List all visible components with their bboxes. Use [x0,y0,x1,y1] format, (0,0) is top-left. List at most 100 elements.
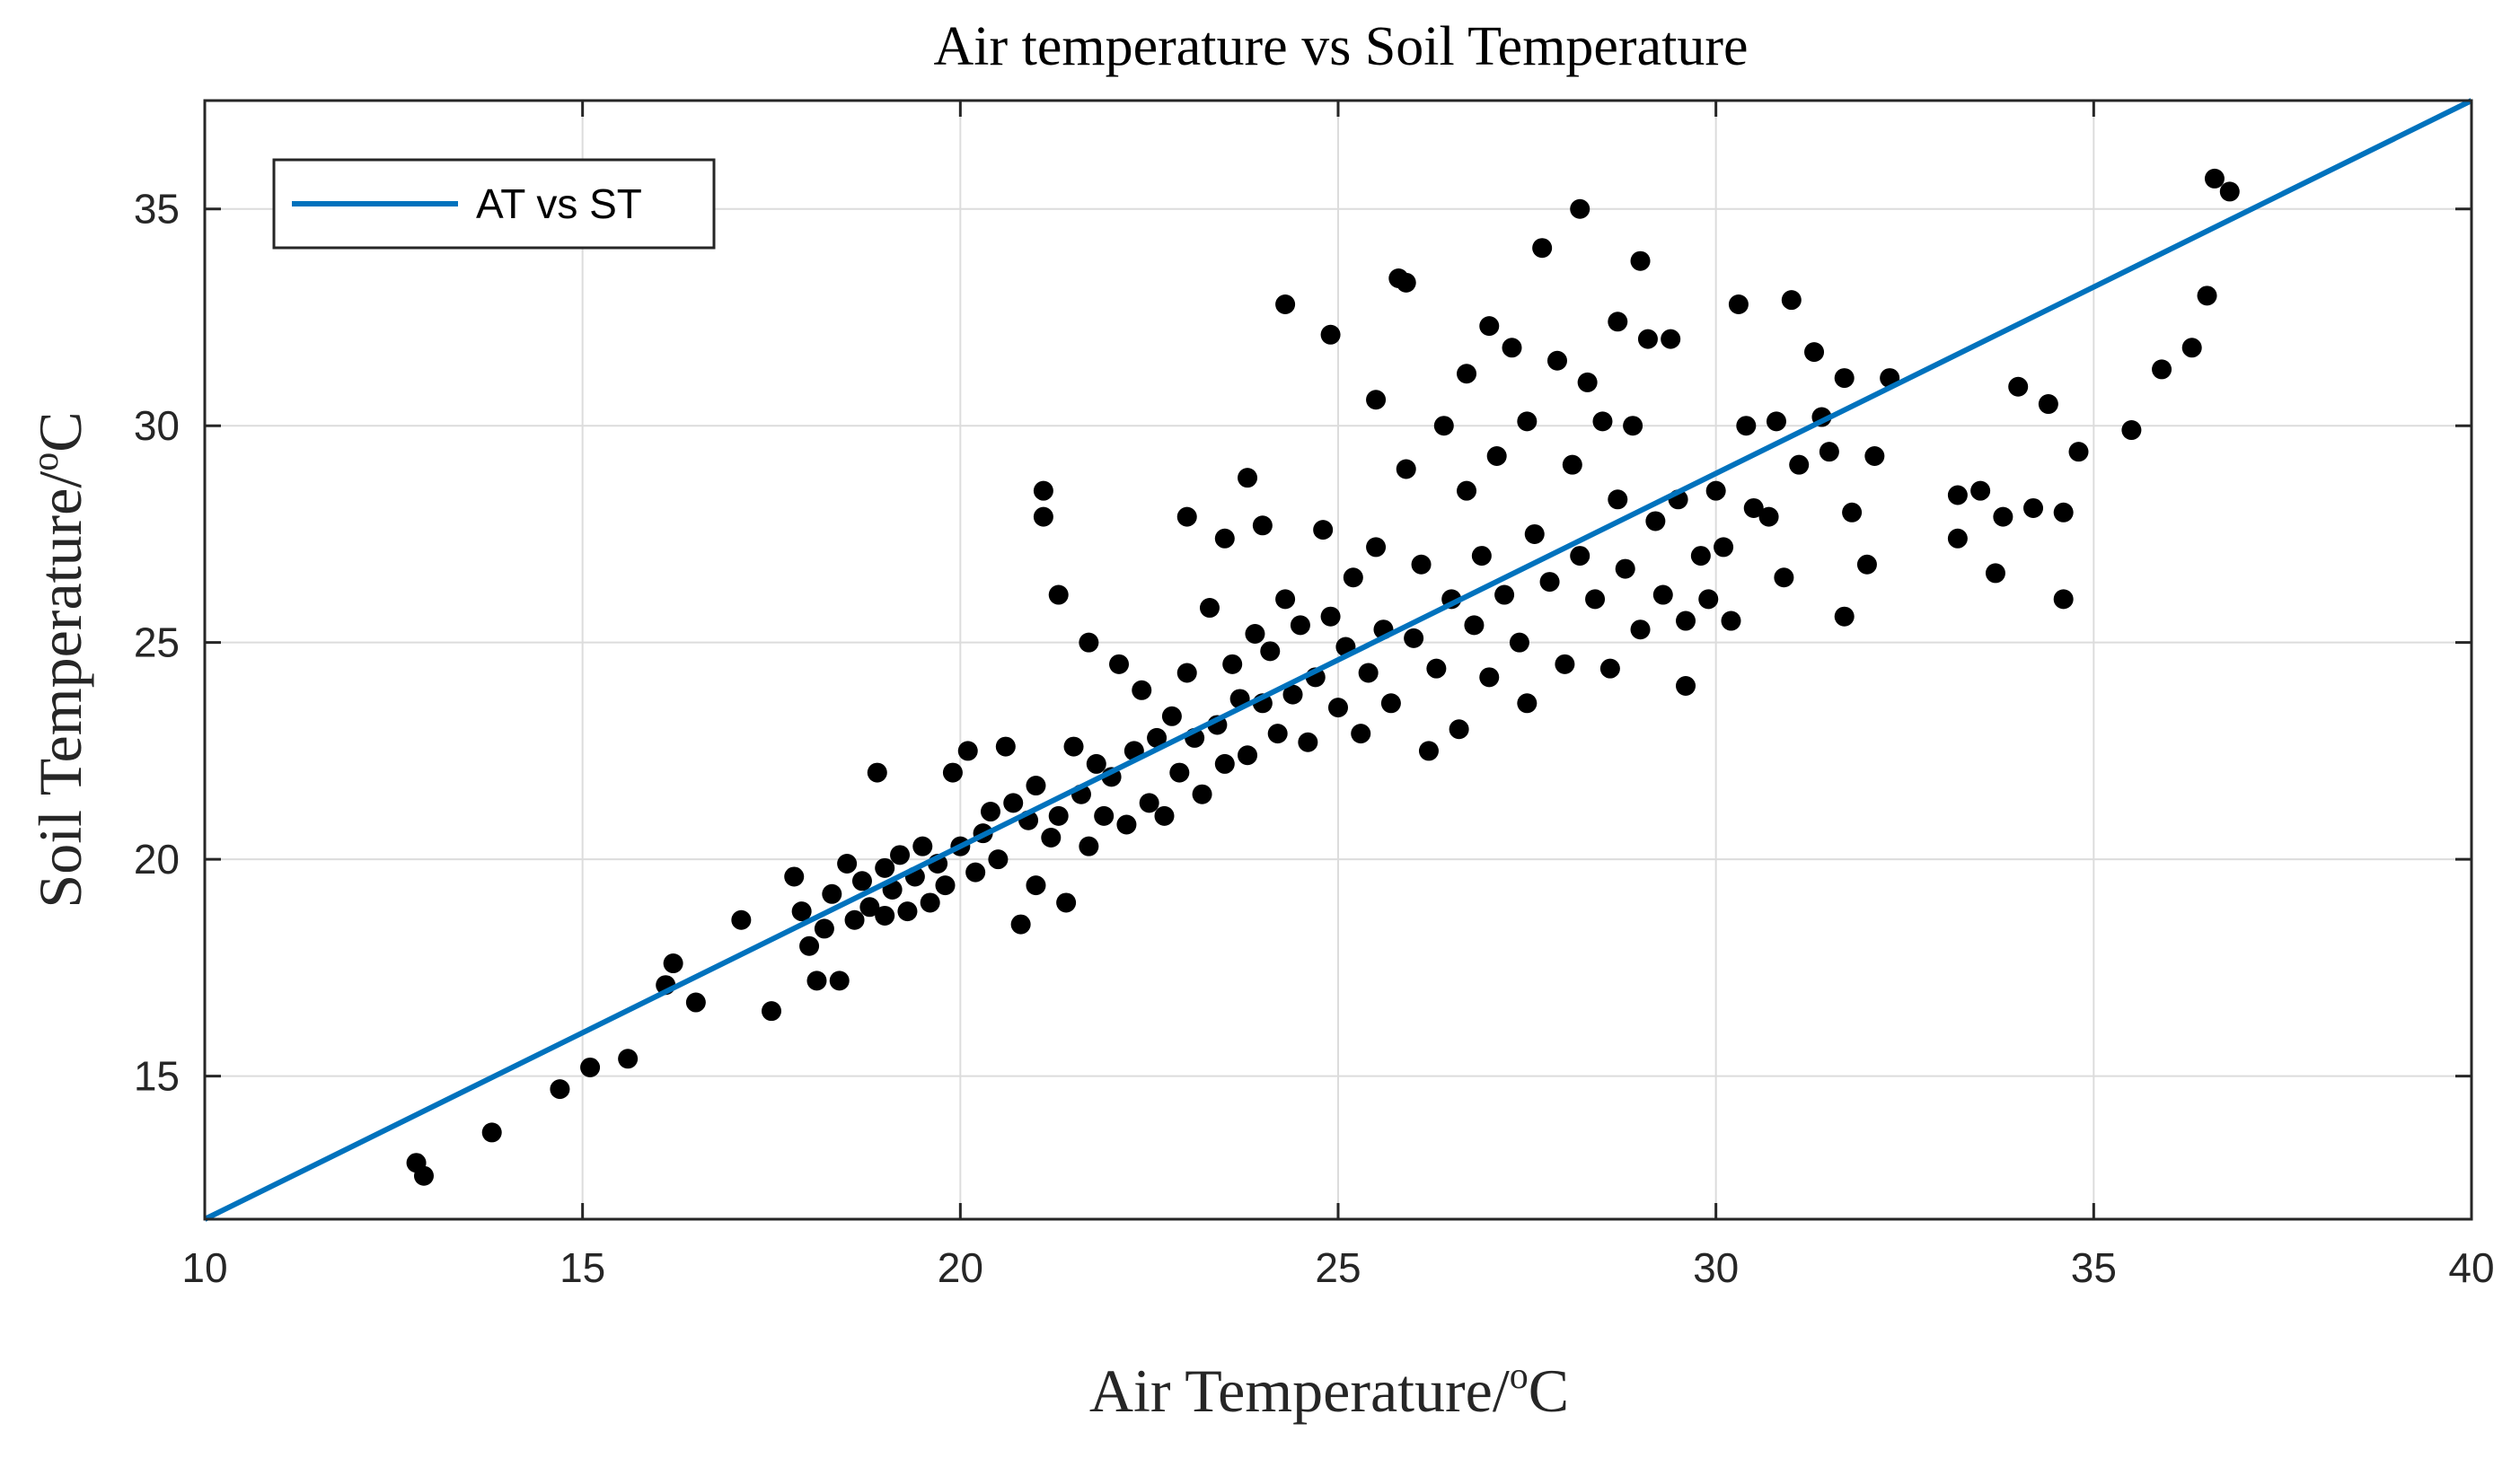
data-point [1705,480,1726,501]
data-point [1161,706,1182,726]
data-point [1003,793,1024,813]
data-point [1433,416,1454,436]
data-point [1585,589,1606,610]
data-point [875,905,895,926]
data-point [2038,394,2058,415]
data-point [988,849,1009,870]
data-point [837,853,858,874]
x-axis-label-text: Air Temperature/ [1089,1357,1510,1425]
data-point [1169,762,1190,783]
x-tick-label: 20 [938,1244,983,1291]
data-point [1804,342,1825,363]
data-point [1502,338,1522,358]
data-point [481,1122,502,1143]
x-axis-unit-suffix: C [1529,1357,1569,1425]
scatter-points [406,168,2240,1186]
x-tick-label: 40 [2448,1244,2494,1291]
y-axis-label: Soil Temperature/oC [25,411,94,908]
legend-label: AT vs ST [476,180,642,227]
y-tick-label: 30 [134,402,180,449]
data-point [1532,238,1553,259]
data-point [1056,892,1077,913]
y-axis-label-text: Soil Temperature/ [26,471,94,909]
data-point [1343,567,1363,588]
data-point [1615,558,1635,579]
data-point [942,762,963,783]
tick-labels: 10 15 20 25 30 35 40 15 20 25 30 35 [134,186,2495,1291]
data-point [1676,610,1696,631]
data-point [1238,745,1258,766]
data-point [1774,567,1794,588]
data-point [2023,497,2044,518]
x-tick-label: 30 [1693,1244,1739,1291]
data-point [1555,654,1575,674]
data-point [875,857,895,878]
data-point [1033,506,1053,527]
data-point [995,736,1016,757]
legend: AT vs ST [272,158,716,250]
data-point [1517,693,1538,714]
data-point [1086,753,1106,774]
data-point [965,862,986,883]
data-point [1457,364,1477,384]
data-point [2121,420,2142,441]
data-point [1275,589,1296,610]
data-point [1623,416,1643,436]
data-point [1048,584,1069,605]
data-point [957,741,978,761]
data-point [1411,554,1432,575]
data-point [1358,663,1379,683]
data-point [1048,805,1069,826]
data-point [1608,312,1628,332]
data-point [1486,446,1507,467]
data-point [1464,615,1485,636]
data-point [413,1165,434,1186]
data-point [1328,698,1348,718]
data-point [920,892,940,913]
data-point [1630,250,1651,271]
data-point [1509,632,1529,653]
data-point [1645,511,1666,531]
data-point [1026,875,1046,896]
data-point [806,971,827,991]
data-point [2068,442,2089,462]
data-point [1222,654,1243,674]
y-axis-unit-suffix: C [26,411,94,452]
data-point [618,1049,639,1069]
data-point [1199,598,1220,619]
y-tick-label: 20 [134,836,180,883]
data-point [1351,724,1371,744]
data-point [1690,546,1711,567]
data-point [2197,285,2217,306]
data-point [1176,506,1197,527]
data-point [1947,485,1968,505]
data-point [851,871,872,891]
data-point [1214,528,1235,549]
data-point [814,918,834,939]
data-point [1661,329,1681,349]
data-point [2219,181,2240,202]
data-point [731,909,752,930]
data-point [1599,658,1620,679]
data-point [1524,523,1545,544]
data-point [2008,376,2029,397]
data-point [1789,454,1810,475]
data-point [1834,368,1855,389]
data-point [1139,793,1159,813]
data-point [1577,372,1598,392]
data-point [1834,606,1855,627]
data-point [912,836,933,856]
data-point [1132,680,1152,700]
data-point [1214,753,1235,774]
data-point [1570,546,1590,567]
data-point [762,1001,781,1022]
data-point [1630,619,1651,640]
data-point [935,875,956,896]
data-point [1245,624,1265,645]
data-point [1238,468,1258,488]
data-point [1457,480,1477,501]
data-point [1570,198,1590,219]
data-point [1320,606,1341,627]
data-point [2152,359,2172,380]
